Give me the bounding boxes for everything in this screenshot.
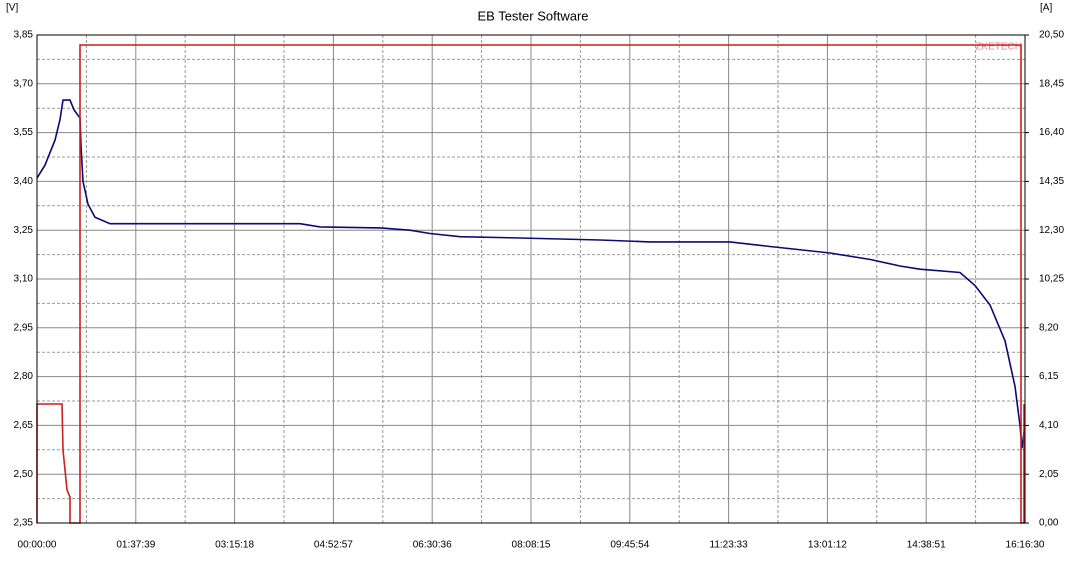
y2-tick-label: 18,45 (1039, 78, 1064, 89)
y2-tick-label: 4,10 (1039, 420, 1059, 431)
y-tick-label: 3,25 (14, 225, 34, 236)
x-tick-label: 03:15:18 (215, 540, 254, 551)
y-tick-label: 3,55 (14, 127, 34, 138)
series-line (36, 99, 1025, 449)
y2-tick-label: 8,20 (1039, 322, 1059, 333)
y-tick-label: 2,35 (14, 518, 34, 529)
x-tick-label: 00:00:00 (18, 540, 57, 551)
x-tick-label: 04:52:57 (314, 540, 353, 551)
x-tick-label: 08:08:15 (512, 540, 551, 551)
y2-tick-label: 6,15 (1039, 371, 1059, 382)
y-tick-label: 2,65 (14, 420, 34, 431)
y2-tick-label: 20,50 (1039, 30, 1064, 41)
y-tick-label: 3,85 (14, 30, 34, 41)
y2-tick-label: 10,25 (1039, 274, 1064, 285)
x-tick-label: 14:38:51 (907, 540, 946, 551)
x-tick-label: 06:30:36 (413, 540, 452, 551)
y2-tick-label: 12,30 (1039, 225, 1064, 236)
plot-border (36, 34, 1026, 524)
x-tick-label: 16:16:30 (1006, 540, 1045, 551)
y-tick-label: 2,80 (14, 371, 34, 382)
chart-title: EB Tester Software (477, 8, 588, 23)
y2-tick-label: 16,40 (1039, 127, 1064, 138)
x-tick-label: 11:23:33 (710, 540, 749, 551)
y2-tick-label: 14,35 (1039, 176, 1064, 187)
watermark: ZKETECH (975, 42, 1022, 53)
y-axis-unit: [V] (6, 3, 18, 14)
y-tick-label: 2,50 (14, 469, 34, 480)
y2-axis-unit: [A] (1040, 3, 1052, 14)
x-tick-label: 13:01:12 (808, 540, 847, 551)
x-tick-label: 09:45:54 (610, 540, 649, 551)
y2-tick-label: 2,05 (1039, 469, 1059, 480)
y2-tick-label: 0,00 (1039, 518, 1059, 529)
y-tick-label: 2,95 (14, 322, 34, 333)
x-tick-label: 01:37:39 (116, 540, 155, 551)
y-tick-label: 3,70 (14, 78, 34, 89)
y-tick-label: 3,40 (14, 176, 34, 187)
y-tick-label: 3,10 (14, 274, 34, 285)
